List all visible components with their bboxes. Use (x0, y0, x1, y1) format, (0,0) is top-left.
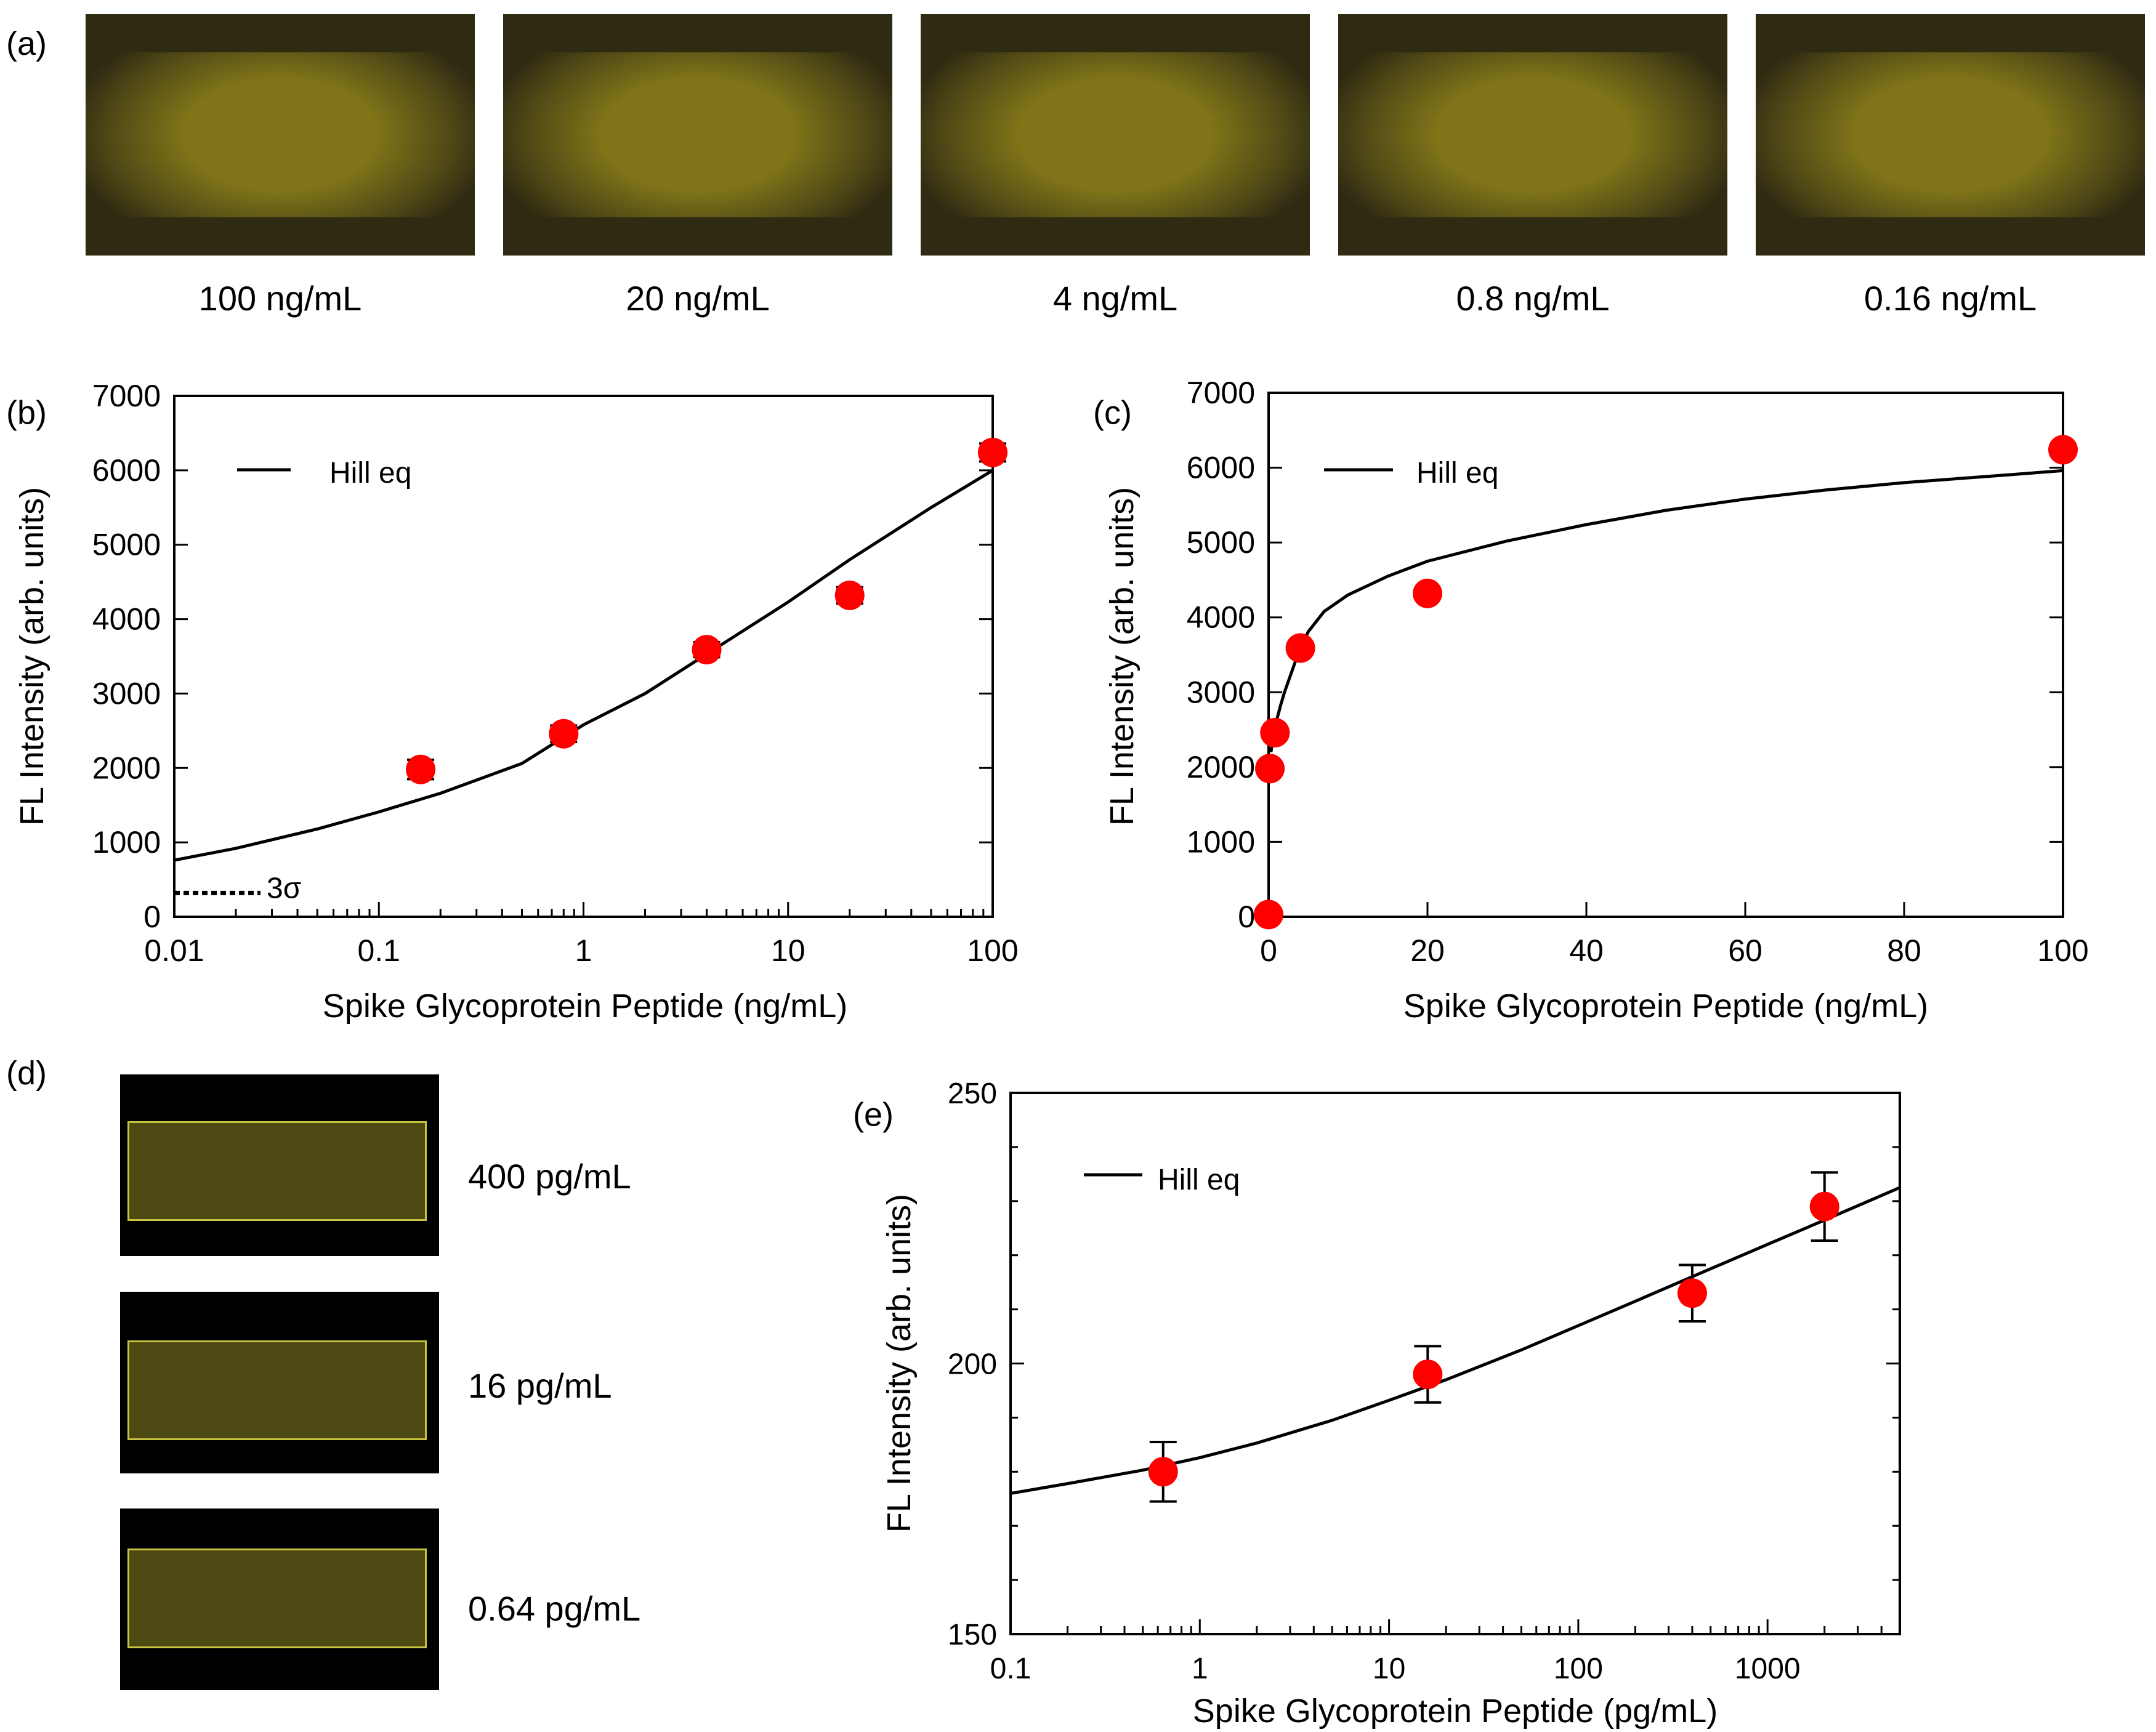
strip-caption-3: 0.64 pg/mL (468, 1589, 641, 1628)
data-point (834, 580, 865, 610)
hill-fit-curve (1269, 469, 2063, 752)
fluorescence-image-4 (1338, 14, 1727, 256)
image-caption-4: 0.8 ng/mL (1456, 279, 1610, 318)
data-point (1260, 717, 1290, 747)
y-axis-title: FL Intensity (arb. units) (14, 487, 50, 826)
y-axis-title: FL Intensity (arb. units) (1104, 487, 1141, 826)
y-tick-label: 5000 (1187, 525, 1255, 560)
y-tick-label: 3000 (92, 676, 161, 711)
x-tick-label: 10 (1373, 1653, 1405, 1685)
y-tick-label: 4000 (92, 602, 161, 637)
y-tick-label: 200 (948, 1348, 997, 1381)
x-tick-label: 1 (1192, 1653, 1208, 1685)
data-point (692, 635, 722, 665)
y-tick-label: 1000 (92, 825, 161, 860)
x-tick-label: 10 (771, 933, 805, 968)
y-tick-label: 7000 (1187, 376, 1255, 410)
y-tick-label: 2000 (1187, 750, 1255, 784)
image-caption-3: 4 ng/mL (1052, 279, 1178, 318)
x-tick-label: 0.1 (357, 933, 400, 968)
data-point (549, 719, 579, 749)
x-tick-label: 20 (1410, 933, 1445, 968)
x-axis-title: Spike Glycoprotein Peptide (ng/mL) (1403, 988, 1928, 1025)
strip-3 (127, 1549, 427, 1648)
chart-c: (c) 0 1000 2000 3000 4000 5000 6000 7000 0 20 40 60 8… (1093, 376, 2089, 1025)
y-tick-label: 6000 (1187, 451, 1255, 485)
strip-image-3 (120, 1508, 439, 1690)
data-point (406, 754, 436, 784)
plot-frame (1009, 1092, 1901, 1635)
y-tick-label: 0 (1238, 900, 1255, 934)
y-tick-label: 150 (948, 1619, 997, 1651)
data-point (1254, 900, 1283, 930)
data-point (978, 437, 1007, 467)
plot-frame (1267, 392, 2064, 918)
data-point (1677, 1278, 1707, 1308)
y-tick-label: 6000 (92, 453, 161, 488)
data-point (1148, 1457, 1178, 1487)
plot-frame (173, 395, 994, 918)
x-tick-label: 1000 (1735, 1653, 1801, 1685)
strip-caption-2: 16 pg/mL (468, 1366, 612, 1405)
x-tick-label: 60 (1728, 933, 1762, 968)
y-tick-label: 250 (948, 1077, 997, 1110)
strip-caption-1: 400 pg/mL (468, 1157, 631, 1196)
x-tick-label: 1 (575, 933, 592, 968)
panel-d-label: (d) (6, 1055, 47, 1092)
fluorescence-image-2 (503, 14, 892, 256)
fluorescence-image-5 (1756, 14, 2145, 256)
y-tick-label: 1000 (1187, 824, 1255, 859)
image-caption-5: 0.16 ng/mL (1863, 279, 2037, 318)
x-tick-label: 0 (1260, 933, 1277, 968)
strip-1 (127, 1121, 427, 1221)
y-tick-label: 2000 (92, 751, 161, 785)
data-point (1285, 633, 1315, 663)
fluorescence-image-1 (86, 14, 475, 256)
y-tick-label: 0 (143, 900, 161, 934)
legend-label: Hill eq (329, 457, 411, 489)
image-caption-2: 20 ng/mL (626, 279, 770, 318)
y-tick-label: 7000 (92, 379, 161, 413)
hill-fit-curve (174, 469, 993, 862)
panel-a-label: (a) (6, 25, 47, 62)
y-tick-label: 3000 (1187, 675, 1255, 709)
x-tick-label: 0.01 (144, 933, 204, 968)
image-caption-1: 100 ng/mL (198, 279, 362, 318)
x-tick-label: 100 (967, 933, 1018, 968)
data-point (1255, 754, 1285, 784)
y-axis-title: FL Intensity (arb. units) (881, 1194, 918, 1533)
data-point (1413, 1359, 1443, 1390)
legend-label: Hill eq (1416, 457, 1498, 489)
chart-b: (b) 0 1000 2000 3000 4000 5000 6000 7000 0.01 0.1 1… (6, 379, 1019, 1025)
x-tick-label: 40 (1569, 933, 1604, 968)
threshold-label: 3σ (267, 872, 301, 904)
x-tick-label: 80 (1887, 933, 1921, 968)
data-point (1809, 1191, 1839, 1222)
x-axis-title: Spike Glycoprotein Peptide (pg/mL) (1193, 1693, 1718, 1730)
x-tick-label: 100 (1554, 1653, 1603, 1685)
y-tick-label: 5000 (92, 528, 161, 562)
panel-c-label: (c) (1093, 394, 1132, 431)
strip-image-1 (120, 1074, 439, 1256)
chart-e: (e) 150 200 250 0.1 1 10 100 1000 Spike Glycoprot… (853, 1077, 1901, 1730)
data-point (1413, 578, 1442, 608)
fluorescence-image-3 (921, 14, 1310, 256)
x-tick-label: 100 (2037, 933, 2088, 968)
legend-label: Hill eq (1158, 1164, 1240, 1196)
hill-fit-curve (1011, 1186, 1900, 1495)
data-point (2048, 435, 2078, 465)
strip-2 (127, 1340, 427, 1440)
panel-b-label: (b) (6, 394, 47, 431)
panel-e-label: (e) (853, 1096, 894, 1133)
x-tick-label: 0.1 (990, 1653, 1032, 1685)
y-tick-label: 4000 (1187, 600, 1255, 635)
x-axis-title: Spike Glycoprotein Peptide (ng/mL) (323, 988, 847, 1025)
strip-image-2 (120, 1292, 439, 1473)
